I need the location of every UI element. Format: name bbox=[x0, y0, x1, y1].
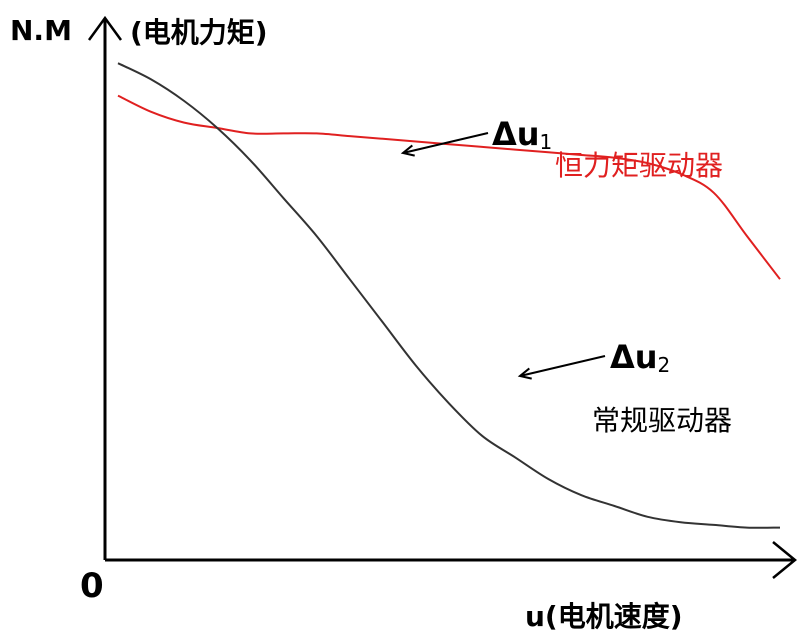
annotation-arrowhead-2 bbox=[517, 367, 532, 380]
series-label-1: 恒力矩驱动器 bbox=[555, 149, 723, 182]
annotation-label-2: Δu2 bbox=[610, 338, 670, 377]
annotation-layer: Δu1 Δu2 bbox=[400, 115, 670, 380]
annotation-arrow-1 bbox=[402, 132, 489, 154]
annotation-arrow-2 bbox=[519, 355, 606, 377]
annotation-arrowhead-1 bbox=[400, 144, 415, 157]
series-line-1 bbox=[117, 94, 781, 280]
y-axis-unit: N.M bbox=[10, 14, 72, 47]
annotation-label-1: Δu1 bbox=[492, 115, 552, 154]
origin-label: 0 bbox=[80, 566, 104, 606]
x-axis-title: u(电机速度) bbox=[525, 600, 683, 633]
y-axis-arrow bbox=[87, 15, 123, 41]
y-axis-title: (电机力矩) bbox=[130, 16, 268, 49]
series-line-2 bbox=[117, 62, 781, 529]
x-axis-arrow bbox=[772, 541, 797, 579]
series-label-2: 常规驱动器 bbox=[592, 404, 732, 437]
